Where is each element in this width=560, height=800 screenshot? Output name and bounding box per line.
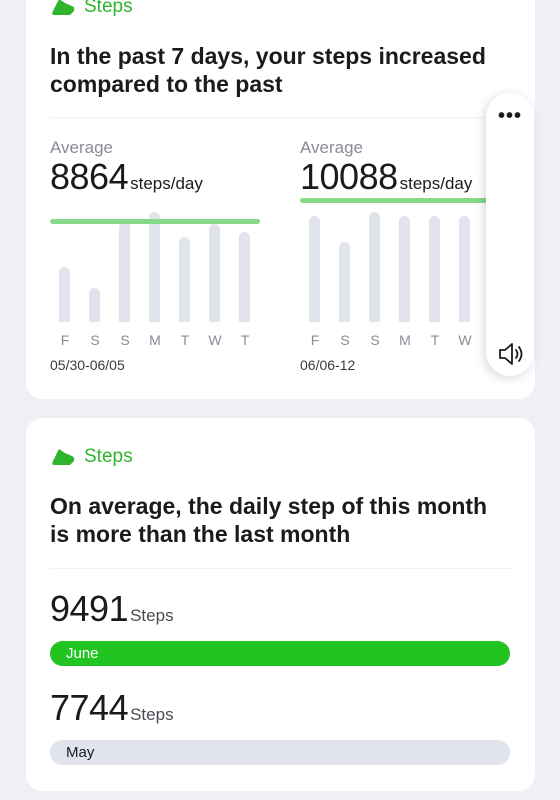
day-label: M [149, 332, 161, 348]
bar [309, 216, 320, 322]
bar [149, 212, 160, 322]
card-headline: On average, the daily step of this month… [50, 493, 488, 547]
day-label: W [458, 332, 472, 348]
bar [239, 232, 250, 322]
average-value: 8864 steps/day [50, 156, 203, 198]
bar [339, 242, 350, 322]
floating-side-menu[interactable]: ••• [486, 93, 534, 376]
average-unit: steps/day [399, 174, 473, 193]
current-month-unit: Steps [130, 606, 174, 625]
bar [59, 267, 70, 322]
bar [209, 224, 220, 322]
divider [50, 117, 511, 118]
weekly-bar-chart [50, 208, 262, 322]
bar [119, 222, 130, 322]
brand-label: Steps [84, 0, 133, 17]
more-icon[interactable]: ••• [497, 105, 522, 127]
average-label: Average [50, 138, 114, 157]
day-label: T [240, 332, 250, 348]
day-label: T [180, 332, 190, 348]
bar [89, 288, 100, 322]
day-label: S [120, 332, 130, 348]
bar [179, 237, 190, 322]
divider [50, 568, 511, 569]
date-range: 05/30-06/05 [50, 357, 125, 373]
previous-month-value: 7744 [50, 687, 129, 728]
average-number: 10088 [300, 156, 398, 197]
average-unit: steps/day [130, 174, 203, 193]
steps-brand: Steps [50, 446, 133, 468]
card-headline: In the past 7 days, your steps increased… [50, 43, 486, 97]
steps-brand: Steps [50, 0, 133, 18]
monthly-steps-card[interactable]: Steps On average, the daily step of this… [26, 418, 535, 791]
day-label: S [90, 332, 100, 348]
day-label: F [310, 332, 320, 348]
shoe-icon [52, 0, 75, 15]
day-label: M [399, 332, 411, 348]
previous-month-steps: 7744 Steps [50, 687, 174, 729]
bar [369, 212, 380, 322]
day-label: F [60, 332, 70, 348]
bar [429, 216, 440, 322]
day-label: T [430, 332, 440, 348]
brand-label: Steps [84, 446, 133, 467]
current-month-value: 9491 [50, 588, 129, 629]
average-line [50, 219, 260, 224]
average-value: 10088 steps/day [300, 156, 472, 198]
average-line [300, 198, 490, 203]
previous-month-bar: May [50, 740, 510, 765]
bar [459, 216, 470, 322]
current-month-bar: June [50, 641, 510, 666]
day-label: W [208, 332, 222, 348]
average-label: Average [300, 138, 364, 157]
speaker-icon[interactable] [497, 341, 525, 367]
bar [399, 216, 410, 322]
weekly-bar-chart [300, 198, 490, 322]
day-label: S [370, 332, 380, 348]
average-number: 8864 [50, 156, 129, 197]
day-label: S [340, 332, 350, 348]
date-range: 06/06-12 [300, 357, 356, 373]
current-month-steps: 9491 Steps [50, 588, 174, 630]
weekly-steps-card[interactable]: Steps In the past 7 days, your steps inc… [26, 0, 535, 399]
previous-month-unit: Steps [130, 705, 174, 724]
shoe-icon [52, 449, 75, 465]
